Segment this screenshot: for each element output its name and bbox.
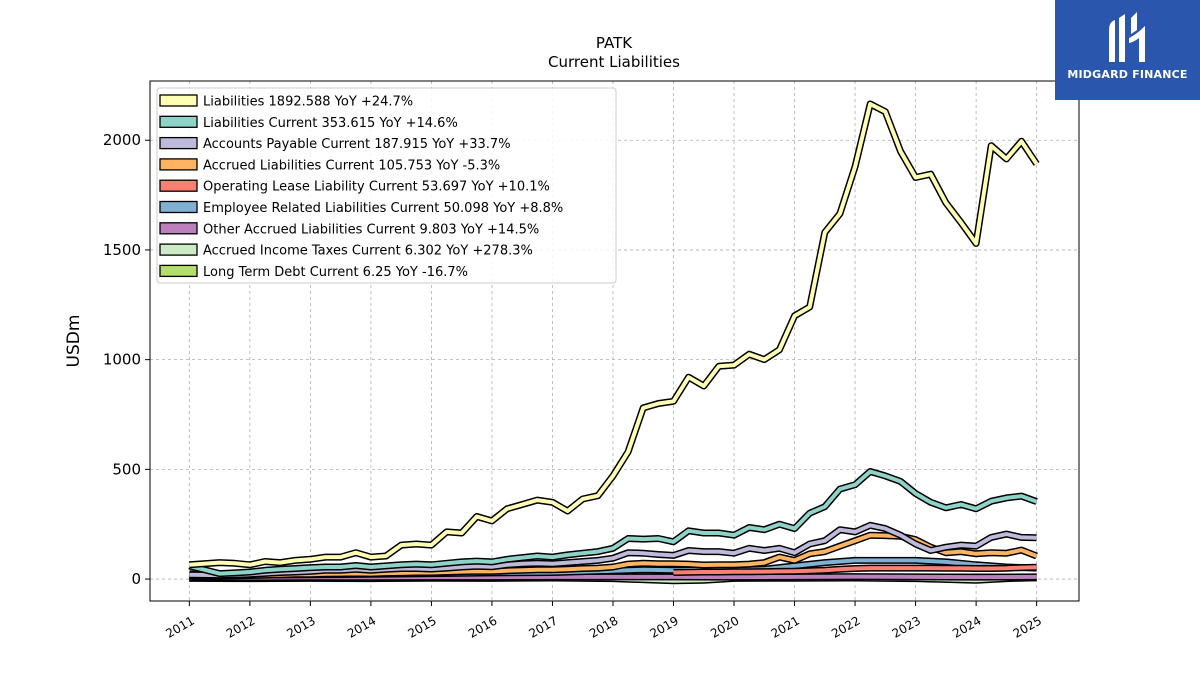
legend-entry: Employee Related Liabilities Current 50.… bbox=[203, 201, 563, 216]
series-operating-lease-liability-current bbox=[673, 563, 1037, 576]
legend-entry: Operating Lease Liability Current 53.697… bbox=[203, 180, 550, 195]
legend-entry: Liabilities 1892.588 YoY +24.7% bbox=[203, 95, 413, 110]
legend-entry: Liabilities Current 353.615 YoY +14.6% bbox=[203, 116, 458, 131]
legend-swatch bbox=[159, 200, 198, 214]
y-tick-label: 0 bbox=[131, 570, 141, 588]
series-line bbox=[188, 469, 1038, 576]
legend-entry: Accrued Income Taxes Current 6.302 YoY +… bbox=[203, 244, 533, 259]
legend-swatch bbox=[159, 243, 198, 256]
brand-name: MIDGARD FINANCE bbox=[1067, 68, 1188, 81]
series-liabilities-current bbox=[188, 468, 1038, 578]
chart-subtitle: Current Liabilities bbox=[548, 53, 680, 71]
series-line bbox=[673, 565, 1037, 575]
legend-swatch bbox=[159, 222, 198, 235]
legend-swatch bbox=[159, 158, 198, 171]
midgard-logo-icon bbox=[1109, 12, 1145, 62]
chart-title: PATK bbox=[596, 34, 633, 52]
series-line bbox=[189, 102, 1039, 567]
legend: Liabilities 1892.588 YoY +24.7% Liabiliti… bbox=[156, 87, 617, 284]
legend-box bbox=[156, 87, 617, 284]
y-axis-label: USDm bbox=[64, 315, 84, 368]
legend-swatch bbox=[159, 179, 198, 192]
legend-entry: Accrued Liabilities Current 105.753 YoY … bbox=[203, 158, 500, 173]
y-tick-label: 500 bbox=[112, 460, 141, 478]
legend-swatch bbox=[159, 264, 198, 278]
y-tick-label: 2000 bbox=[103, 131, 141, 149]
series-layer bbox=[188, 100, 1040, 585]
brand-logo: MIDGARD FINANCE bbox=[1055, 0, 1200, 100]
y-tick-label: 1500 bbox=[103, 241, 141, 259]
series-liabilities bbox=[189, 100, 1040, 569]
legend-swatch bbox=[159, 94, 198, 107]
legend-entry: Other Accrued Liabilities Current 9.803 … bbox=[203, 222, 539, 237]
legend-entry: Accounts Payable Current 187.915 YoY +33… bbox=[203, 137, 511, 152]
plot-frame bbox=[149, 80, 1080, 602]
legend-entry: Long Term Debt Current 6.25 YoY -16.7% bbox=[203, 265, 468, 280]
legend-swatch bbox=[159, 115, 198, 128]
y-tick-label: 1000 bbox=[103, 351, 141, 369]
legend-swatch bbox=[159, 136, 198, 150]
